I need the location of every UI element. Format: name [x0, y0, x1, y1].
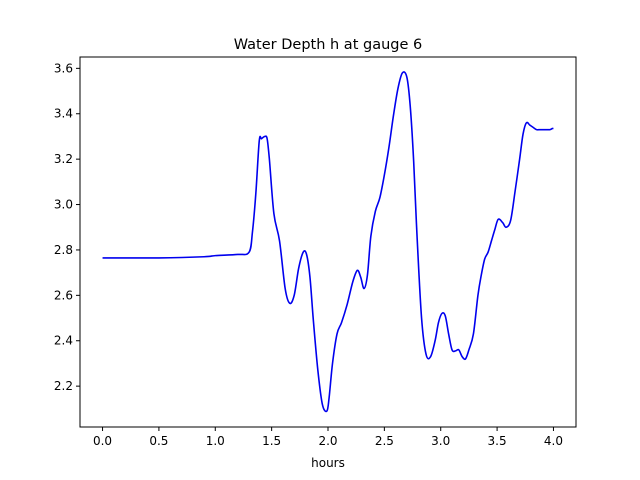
y-tick-label: 3.4	[54, 107, 73, 121]
y-tick-label: 2.6	[54, 288, 73, 302]
y-axis: 2.2 2.4 2.6 2.8 3.0 3.2 3.4 3.6	[54, 61, 80, 393]
y-tick-label: 3.0	[54, 198, 73, 212]
axes-frame	[79, 56, 577, 428]
x-tick-label: 2.5	[375, 434, 394, 448]
y-tick-label: 3.2	[54, 152, 73, 166]
chart-title: Water Depth h at gauge 6	[234, 37, 422, 53]
x-tick-label: 3.0	[431, 434, 450, 448]
y-tick-label: 3.6	[54, 61, 73, 75]
y-tick-label: 2.8	[54, 243, 73, 257]
x-tick-label: 1.0	[206, 434, 225, 448]
x-tick-label: 2.0	[318, 434, 337, 448]
x-axis-label: hours	[311, 456, 345, 470]
x-tick-label: 3.5	[488, 434, 507, 448]
y-tick-label: 2.2	[54, 379, 73, 393]
x-tick-label: 4.0	[544, 434, 563, 448]
plot-area	[102, 71, 554, 413]
x-tick-label: 0.5	[149, 434, 168, 448]
y-tick-label: 2.4	[54, 334, 73, 348]
x-axis: 0.0 0.5 1.0 1.5 2.0 2.5 3.0 3.5 4.0	[93, 427, 563, 448]
x-tick-label: 1.5	[262, 434, 281, 448]
x-tick-label: 0.0	[93, 434, 112, 448]
series-line	[102, 71, 554, 413]
